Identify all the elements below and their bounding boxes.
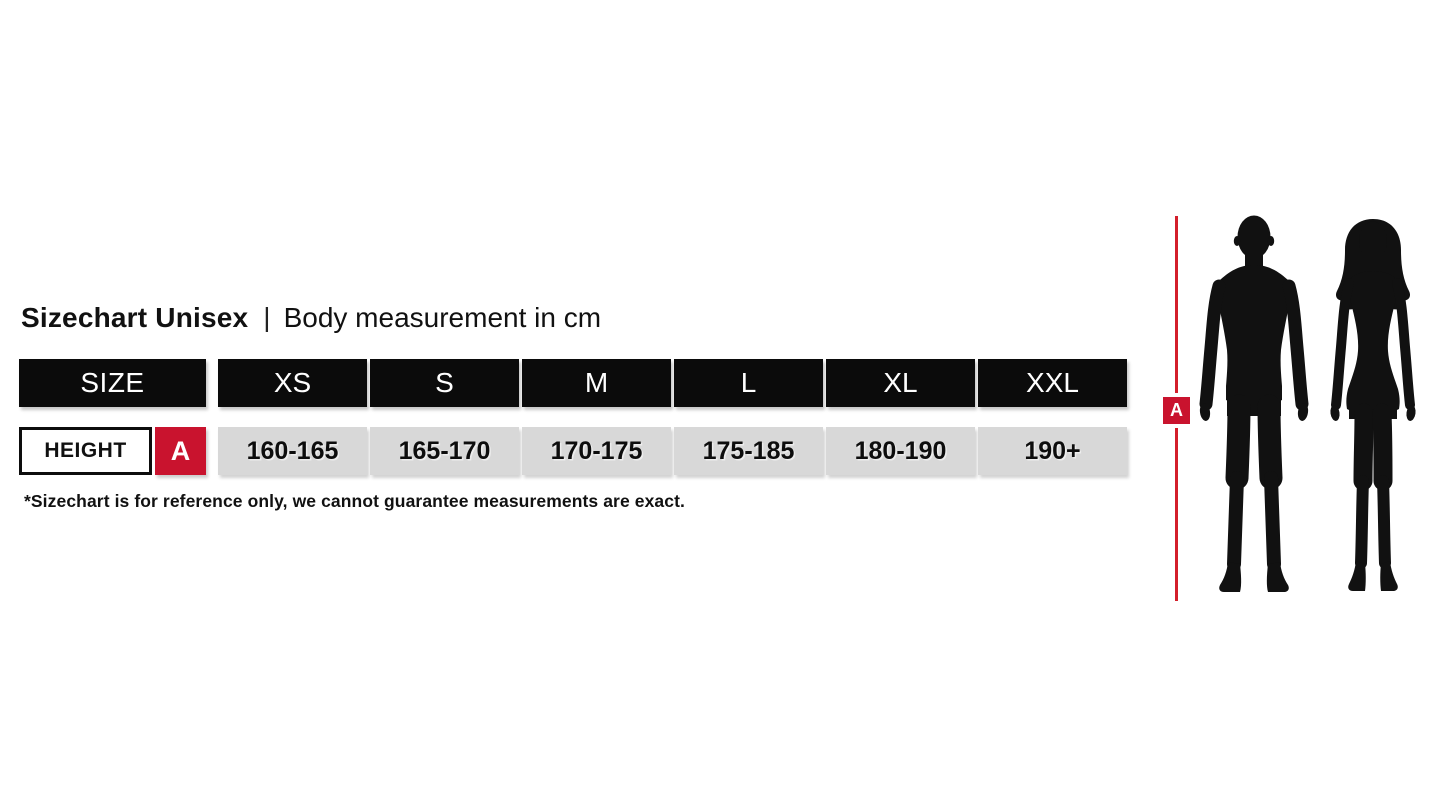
height-value-l: 175-185 [674, 427, 823, 475]
header-cell-size: SIZE [19, 359, 206, 407]
header-cell-l: L [674, 359, 823, 407]
man-silhouette [1199, 215, 1309, 592]
table-height-row: HEIGHT A 160-165 165-170 170-175 175-185… [19, 427, 1127, 475]
header-cell-xl: XL [826, 359, 975, 407]
height-value-xs: 160-165 [218, 427, 367, 475]
header-cell-xxl: XXL [978, 359, 1127, 407]
table-header-row: SIZE XS S M L XL XXL [19, 359, 1127, 407]
header-cell-s: S [370, 359, 519, 407]
woman-silhouette [1330, 219, 1416, 591]
height-measure-badge: A [155, 427, 206, 475]
height-value-xxl: 190+ [978, 427, 1127, 475]
header-cell-m: M [522, 359, 671, 407]
header-cell-xs: XS [218, 359, 367, 407]
height-value-m: 170-175 [522, 427, 671, 475]
figure-measure-badge: A [1163, 397, 1190, 424]
size-table: SIZE XS S M L XL XXL HEIGHT A 160-165 16… [19, 359, 1127, 475]
height-value-s: 165-170 [370, 427, 519, 475]
footnote: *Sizechart is for reference only, we can… [24, 491, 685, 511]
page-title: Sizechart Unisex | Body measurement in cm [21, 300, 601, 336]
title-subtitle: Body measurement in cm [283, 302, 602, 333]
height-label-box: HEIGHT [19, 427, 152, 475]
height-value-xl: 180-190 [826, 427, 975, 475]
title-main: Sizechart Unisex [21, 302, 249, 333]
title-separator: | [263, 302, 271, 333]
